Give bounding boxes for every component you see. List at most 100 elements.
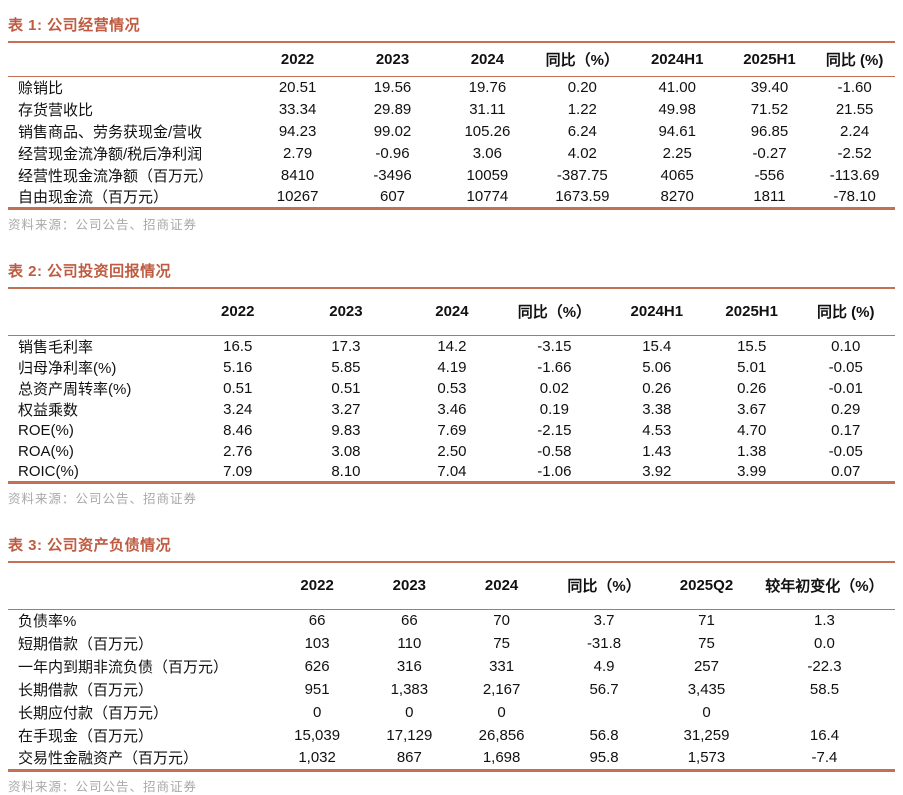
column-header: 2023: [345, 43, 440, 77]
table-cell: 71.52: [750, 100, 789, 118]
table-cell: 1,383: [390, 681, 429, 698]
table-row: 负债率% 66 66 70 3.7 71 1.3: [8, 609, 895, 632]
table-title: 表 3: 公司资产负债情况: [8, 532, 895, 563]
table-row: 权益乘数 3.24 3.27 3.46 0.19 3.38 3.67 0.29: [8, 399, 895, 420]
table-cell: 1.3: [814, 612, 835, 630]
table-row: 在手现金（百万元） 15,039 17,129 26,856 56.8 31,259 16.…: [8, 724, 895, 747]
row-label: 交易性金融资产（百万元）: [18, 750, 199, 768]
table-cell: 1,032: [298, 749, 336, 767]
table-cell: -1.60: [837, 78, 872, 96]
table-cell: 0.19: [539, 400, 569, 418]
column-header: 同比 (%): [814, 43, 895, 77]
table-cell: 31.11: [469, 100, 506, 118]
table-cell: 4.02: [567, 144, 597, 162]
table-cell: 4065: [660, 166, 694, 184]
table-cell: 20.51: [278, 78, 317, 96]
table-cell: 0.53: [437, 379, 467, 397]
table-row: 归母净利率(%) 5.16 5.85 4.19 -1.66 5.06 5.01 -0.05: [8, 357, 895, 378]
table-cell: 0.02: [539, 379, 569, 397]
row-label: 经营性现金流净额（百万元）: [18, 167, 214, 185]
table-cell: 19.56: [373, 78, 412, 96]
table-cell: 17,129: [386, 727, 433, 744]
table-cell: -78.10: [833, 188, 876, 205]
row-label: 总资产周转率(%): [18, 380, 132, 398]
table-cell: -0.96: [375, 144, 410, 162]
table-row: 总资产周转率(%) 0.51 0.51 0.53 0.02 0.26 0.26 -0.01: [8, 378, 895, 399]
header-row: 2022 2023 2024 同比（%） 2024H1 2025H1 同比 (%): [8, 289, 895, 336]
table-cell: 66: [308, 612, 326, 630]
table-cell: 1,698: [482, 749, 521, 767]
table-cell: 0.29: [831, 400, 861, 418]
table-row: 销售商品、劳务获现金/营收 94.23 99.02 105.26 6.24 94.61 96…: [8, 120, 895, 142]
table-cell: 2.50: [437, 442, 467, 460]
table-cell: 10774: [466, 188, 509, 205]
table-cell: [549, 701, 659, 724]
table-cell: 103: [304, 635, 330, 652]
table-body: 销售毛利率 16.5 17.3 14.2 -3.15 15.4 15.5 0.10 归母净利率(…: [8, 335, 895, 483]
source-note: 资料来源：公司公告、招商证券: [8, 779, 198, 794]
table-cell: 3.38: [642, 400, 672, 418]
table-cell: 21.55: [835, 100, 874, 118]
row-label: 一年内到期非流负债（百万元）: [18, 659, 229, 676]
table-cell: 0: [312, 704, 322, 721]
table-cell: -0.05: [828, 442, 863, 460]
column-header: 2024: [439, 43, 535, 77]
table-cell: 14.2: [437, 337, 467, 355]
table-cell: 3.08: [331, 442, 361, 460]
table-cell: 867: [396, 749, 422, 767]
table-cell: 2.25: [662, 144, 692, 162]
table-cell: 5.01: [737, 358, 767, 376]
row-label: 销售商品、劳务获现金/营收: [18, 123, 203, 141]
row-label: ROE(%): [18, 421, 74, 439]
table-cell: 626: [304, 658, 330, 675]
table-cell: 66: [401, 612, 418, 630]
column-header: 2025H1: [706, 289, 797, 336]
table-cell: 0.07: [831, 462, 861, 480]
table-cell: 5.16: [223, 358, 253, 376]
table-row: 销售毛利率 16.5 17.3 14.2 -3.15 15.4 15.5 0.10: [8, 335, 895, 357]
table-cell: 1811: [753, 188, 786, 205]
table-cell: 0: [497, 704, 506, 721]
table-cell: 17.3: [331, 337, 361, 355]
table-cell: 96.85: [750, 122, 789, 140]
table-cell: 0.51: [331, 379, 361, 397]
row-label: ROA(%): [18, 442, 74, 460]
table-cell: 3.06: [472, 144, 502, 162]
table-cell: 1.38: [737, 442, 767, 460]
table-cell: 71: [698, 612, 715, 630]
header-row: 2022 2023 2024 同比（%） 2025Q2 较年初变化（%）: [8, 563, 895, 610]
table-cell: -556: [754, 166, 785, 184]
table-cell: 16.4: [809, 727, 840, 744]
table-cell: 316: [396, 658, 422, 675]
row-label: 长期借款（百万元）: [18, 682, 154, 699]
table-cell: -113.69: [829, 166, 880, 184]
table-cell: 257: [693, 658, 719, 675]
table-cell: 8.46: [223, 421, 253, 439]
row-label-header: [8, 43, 251, 77]
table-cell: 94.23: [278, 122, 317, 140]
data-table-balance-sheet: 2022 2023 2024 同比（%） 2025Q2 较年初变化（%） 负债率% 66 66…: [8, 563, 895, 772]
table-cell: 41.00: [658, 78, 696, 96]
table-cell: 19.76: [468, 78, 507, 96]
table-section-balance-sheet: 表 3: 公司资产负债情况 2022 2023 2024 同比（%） 2025Q2 较年初…: [8, 532, 895, 795]
header-row: 2022 2023 2024 同比（%） 2024H1 2025H1 同比 (%): [8, 43, 895, 77]
table-cell: -0.27: [752, 144, 787, 162]
row-label: 权益乘数: [18, 401, 79, 419]
table-cell: 0: [702, 704, 711, 721]
table-cell: 7.04: [437, 462, 467, 480]
table-row: 一年内到期非流负债（百万元） 626 316 331 4.9 257 -22.3: [8, 655, 895, 678]
table-cell: -1.66: [537, 358, 572, 376]
row-label: 归母净利率(%): [18, 359, 117, 377]
row-label: 赊销比: [18, 79, 64, 97]
row-label: 短期借款（百万元）: [18, 636, 154, 653]
table-cell: 3.46: [437, 400, 467, 418]
table-cell: 0.10: [831, 337, 861, 355]
table-cell: -0.01: [828, 379, 863, 397]
table-cell: -0.05: [828, 358, 863, 376]
table-row: 经营性现金流净额（百万元） 8410 -3496 10059 -387.75 4065 -5…: [8, 164, 895, 186]
table-row: 短期借款（百万元） 103 110 75 -31.8 75 0.0: [8, 632, 895, 655]
table-cell: 0.20: [567, 78, 597, 96]
table-cell: 0.26: [737, 379, 767, 397]
table-cell: 39.40: [750, 78, 789, 96]
table-cell: -22.3: [807, 658, 842, 675]
